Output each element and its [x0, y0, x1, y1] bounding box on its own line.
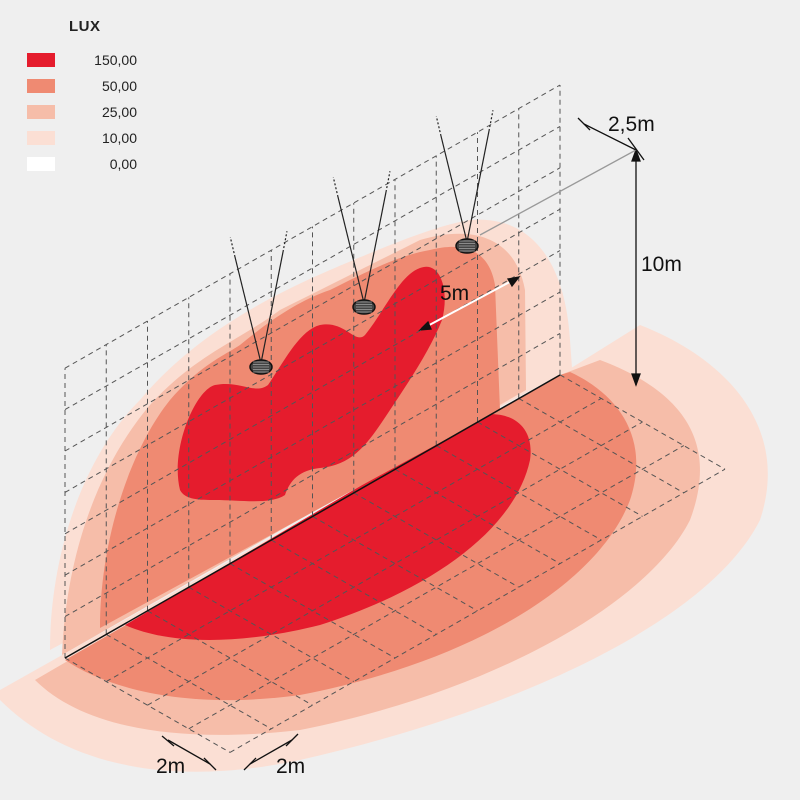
- legend-swatch: [27, 131, 55, 145]
- grid-line: [106, 633, 272, 730]
- spacing-top-tick-right: [627, 137, 645, 161]
- wall-base-edge: [64, 374, 561, 659]
- lamp: [332, 171, 391, 315]
- dimension-label-lamp-spacing: 5m: [440, 282, 469, 305]
- legend-label: 10,00: [101, 130, 137, 146]
- legend-title: LUX: [69, 18, 101, 35]
- grid-line: [436, 445, 602, 541]
- ground-zone-150-lux: [125, 414, 531, 640]
- dimension-label-spacing-top: 2,5m: [608, 113, 655, 136]
- legend-swatch: [27, 157, 55, 171]
- cable-continuation: [282, 231, 288, 253]
- lamp-spacing-arrow-left: [418, 320, 432, 331]
- lamp: [435, 110, 494, 254]
- right-grid-dimension: [249, 739, 293, 765]
- height-arrow-bottom: [631, 373, 641, 387]
- legend-label: 0,00: [109, 156, 137, 172]
- grid-line: [229, 563, 396, 659]
- legend-item: 10,00: [27, 125, 137, 151]
- left-grid-dimension: [167, 739, 211, 765]
- grid-line: [394, 468, 561, 565]
- grid-dimension-tick-1: [161, 735, 175, 747]
- cable-continuation: [229, 237, 236, 258]
- legend: LUX 150,00 50,00 25,00 10,00 0,00: [27, 18, 137, 177]
- suspension-cable: [440, 135, 468, 243]
- lamp: [229, 231, 288, 375]
- lamps: [229, 110, 494, 375]
- legend-label: 50,00: [101, 78, 137, 94]
- cable-continuation: [435, 116, 442, 137]
- grid-line: [353, 492, 519, 588]
- legend-swatch: [27, 79, 55, 93]
- cable-continuation: [332, 177, 339, 198]
- spacing-top-tick-left: [577, 117, 591, 131]
- dimension-label-height: 10m: [641, 253, 682, 276]
- grid-line: [188, 586, 354, 683]
- spacing-top-line: [583, 123, 637, 151]
- legend-item: 50,00: [27, 73, 137, 99]
- dimension-label-grid-right: 2m: [276, 755, 305, 778]
- grid-dimension-tick-3: [243, 757, 257, 771]
- grid-line: [477, 421, 643, 517]
- cable-continuation: [488, 110, 494, 132]
- suspension-cable: [363, 191, 387, 304]
- suspension-cable: [466, 130, 490, 243]
- grid-line: [312, 515, 478, 612]
- grid-line: [271, 539, 437, 635]
- lamp-spacing-arrow-right: [506, 276, 521, 288]
- grid-line: [518, 397, 684, 494]
- suspension-cable: [260, 251, 284, 364]
- legend-item: 150,00: [27, 47, 137, 73]
- legend-label: 25,00: [101, 104, 137, 120]
- legend-swatch: [27, 105, 55, 119]
- legend-label: 150,00: [94, 52, 137, 68]
- grid-lines: [64, 84, 726, 753]
- grid-dimension-tick-4: [285, 733, 299, 747]
- grid-line: [147, 610, 313, 706]
- wall-zone-150-lux: [177, 266, 445, 502]
- legend-item: 0,00: [27, 151, 137, 177]
- height-arrow-top: [631, 148, 641, 162]
- suspension-cable: [234, 256, 262, 364]
- legend-swatch: [27, 53, 55, 67]
- top-extension-line: [479, 149, 637, 236]
- dimension-label-grid-left: 2m: [156, 755, 185, 778]
- grid-line: [559, 374, 726, 470]
- suspension-cable: [337, 196, 365, 304]
- grid-dimension-tick-2: [203, 757, 217, 771]
- grid-line: [64, 657, 231, 753]
- cable-continuation: [385, 171, 391, 193]
- lamp-spacing-line: [419, 276, 520, 331]
- dimension-lines: [161, 117, 645, 771]
- legend-item: 25,00: [27, 99, 137, 125]
